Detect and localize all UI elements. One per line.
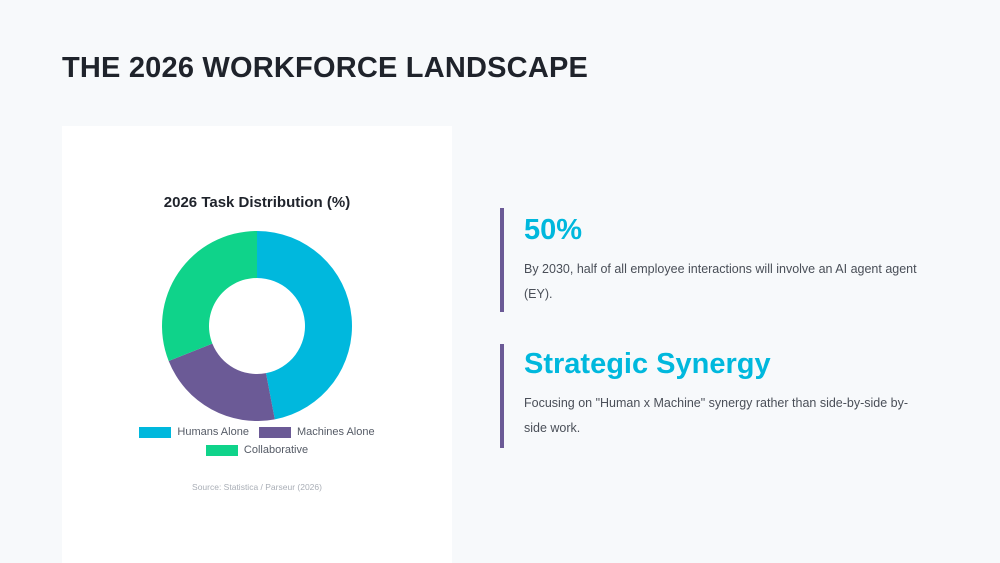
legend-item-humans-alone[interactable]: Humans Alone [139,426,249,438]
stat-block-synergy: Strategic Synergy Focusing on "Human x M… [500,344,919,448]
donut-chart [162,231,353,421]
legend-label-humans-alone: Humans Alone [177,426,249,438]
stat-headline: 50% [524,214,583,246]
stat-body: By 2030, half of all employee interactio… [524,262,917,301]
legend-item-collaborative[interactable]: Collaborative [205,444,309,456]
legend-label-collaborative: Collaborative [243,444,309,456]
chart-source: Source: Statistica / Parseur (2026) [192,482,322,492]
donut-slice-humans-alone[interactable] [257,231,353,420]
chart-title: 2026 Task Distribution (%) [163,194,351,211]
stat-block-percentage: 50% By 2030, half of all employee intera… [500,208,919,312]
legend-swatch-collaborative [205,444,238,456]
legend-swatch-machines-alone [258,426,291,438]
chart-legend: Humans Alone Machines Alone Collaborativ… [62,426,452,462]
legend-item-machines-alone[interactable]: Machines Alone [258,426,375,438]
donut-slice-collaborative[interactable] [162,231,257,361]
donut-slice-machines-alone[interactable] [168,343,275,421]
legend-label-machines-alone: Machines Alone [296,426,375,438]
stat-body: Focusing on "Human x Machine" synergy ra… [524,396,909,435]
chart-card: 2026 Task Distribution (%) Humans Alone … [62,126,452,563]
slide-title: THE 2026 WORKFORCE LANDSCAPE [62,52,589,84]
legend-swatch-humans-alone [139,426,172,438]
stat-headline: Strategic Synergy [524,348,771,380]
